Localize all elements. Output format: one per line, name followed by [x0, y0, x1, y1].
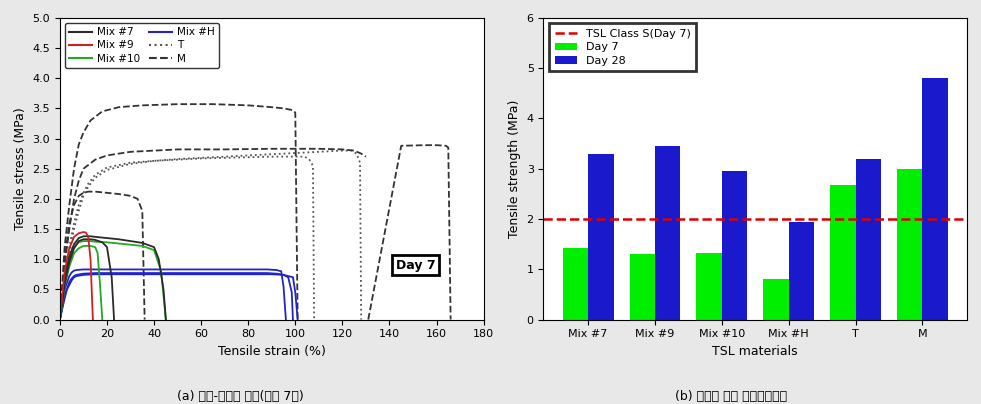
Text: Day 7: Day 7 [396, 259, 436, 272]
Bar [897, 169, 922, 320]
Legend: TSL Class S(Day 7), Day 7, Day 28: TSL Class S(Day 7), Day 7, Day 28 [549, 23, 697, 71]
TSL Class S(Day 7) [649, 217, 661, 221]
Bar [830, 185, 855, 320]
Y-axis label: Tensile strength (MPa): Tensile strength (MPa) [508, 99, 521, 238]
Bar [588, 154, 613, 320]
Bar [922, 78, 948, 320]
X-axis label: TSL materials: TSL materials [712, 345, 799, 358]
X-axis label: Tensile strain (%): Tensile strain (%) [218, 345, 326, 358]
Bar [655, 146, 681, 320]
Bar [789, 223, 814, 320]
Bar [855, 159, 881, 320]
Y-axis label: Tensile stress (MPa): Tensile stress (MPa) [14, 107, 26, 230]
Bar [697, 253, 722, 320]
Text: (a) 응력-변형률 공선(재령 7일): (a) 응력-변형률 공선(재령 7일) [177, 390, 304, 403]
Bar [763, 279, 789, 320]
TSL Class S(Day 7) [582, 217, 594, 221]
Bar [630, 254, 655, 320]
Legend: Mix #7, Mix #9, Mix #10, Mix #H, T, M: Mix #7, Mix #9, Mix #10, Mix #H, T, M [65, 23, 219, 68]
Bar [722, 171, 748, 320]
Text: (b) 재령별 평균 직접인장강도: (b) 재령별 평균 직접인장강도 [675, 390, 787, 403]
Bar [563, 248, 588, 320]
